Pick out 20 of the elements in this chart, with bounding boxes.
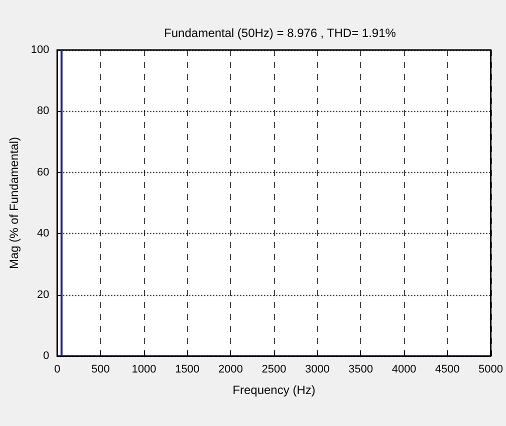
x-tick-label: 3500 bbox=[348, 364, 373, 376]
x-tick-label: 1500 bbox=[175, 364, 200, 376]
x-tick-label: 4000 bbox=[392, 364, 416, 376]
y-tick-label: 60 bbox=[37, 166, 50, 178]
y-tick-label: 100 bbox=[30, 44, 50, 56]
y-axis-title: Mag (% of Fundamental) bbox=[7, 136, 21, 270]
x-tick-label: 2500 bbox=[262, 364, 286, 376]
y-tick-label: 40 bbox=[37, 228, 50, 240]
y-tick-label: 0 bbox=[43, 350, 50, 362]
chart-title: Fundamental (50Hz) = 8.976 , THD= 1.91% bbox=[164, 26, 396, 40]
y-tick-label: 20 bbox=[37, 288, 50, 301]
x-tick-label: 5000 bbox=[478, 364, 504, 376]
x-tick-label: 2000 bbox=[218, 364, 243, 376]
y-tick-label: 80 bbox=[37, 105, 50, 118]
x-tick-label: 1000 bbox=[132, 364, 156, 376]
x-axis-title: Frequency (Hz) bbox=[232, 383, 316, 397]
x-tick-label: 3000 bbox=[305, 364, 330, 376]
x-tick-label: 4500 bbox=[435, 364, 460, 376]
x-tick-label: 0 bbox=[54, 364, 60, 376]
x-tick-label: 500 bbox=[91, 364, 110, 376]
